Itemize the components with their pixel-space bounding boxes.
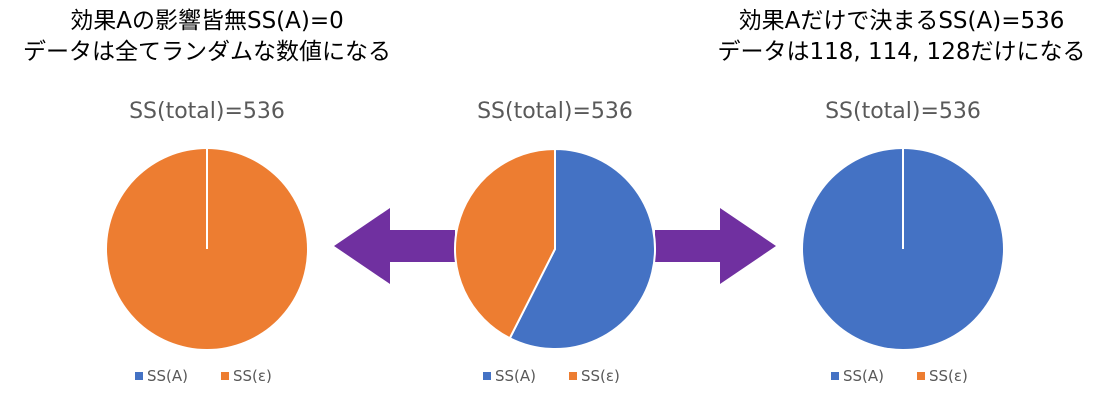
legend-label-2: SS(ε): [581, 367, 620, 385]
caption-right-line2: データは118, 114, 128だけになる: [717, 39, 1086, 65]
legend-label-1: SS(A): [843, 367, 884, 385]
legend-label-1: SS(A): [495, 367, 536, 385]
caption-left-line2: データは全てランダムな数値になる: [23, 39, 391, 65]
caption-left: 効果Aの影響皆無SS(A)=0 データは全てランダムな数値になる: [0, 6, 414, 68]
pie-slice-SS(A): [508, 148, 656, 350]
arrow-right-icon: [655, 208, 776, 284]
legend-swatch-1: [831, 372, 839, 380]
pie-chart-3: SS(total)=536 SS(A) SS(ε): [803, 99, 1003, 385]
legend-swatch-2: [917, 372, 925, 380]
chart-title: SS(total)=536: [129, 99, 285, 124]
caption-right-line1: 効果Aだけで決まるSS(A)=536: [738, 8, 1065, 34]
legend-label-2: SS(ε): [233, 367, 272, 385]
arrow-left-icon: [334, 208, 455, 284]
pie-slice-SS(ε): [454, 148, 556, 340]
legend-swatch-1: [483, 372, 491, 380]
caption-left-line1: 効果Aの影響皆無SS(A)=0: [70, 8, 344, 34]
chart-title: SS(total)=536: [477, 99, 633, 124]
legend-swatch-2: [569, 372, 577, 380]
chart-title: SS(total)=536: [825, 99, 981, 124]
legend-swatch-2: [221, 372, 229, 380]
legend-label-1: SS(A): [147, 367, 188, 385]
pie-chart-1: SS(total)=536 SS(A) SS(ε): [107, 99, 307, 385]
caption-right: 効果Aだけで決まるSS(A)=536 データは118, 114, 128だけにな…: [700, 6, 1103, 68]
legend-label-2: SS(ε): [929, 367, 968, 385]
pie-chart-2: SS(total)=536 SS(A) SS(ε): [454, 99, 656, 385]
legend-swatch-1: [135, 372, 143, 380]
